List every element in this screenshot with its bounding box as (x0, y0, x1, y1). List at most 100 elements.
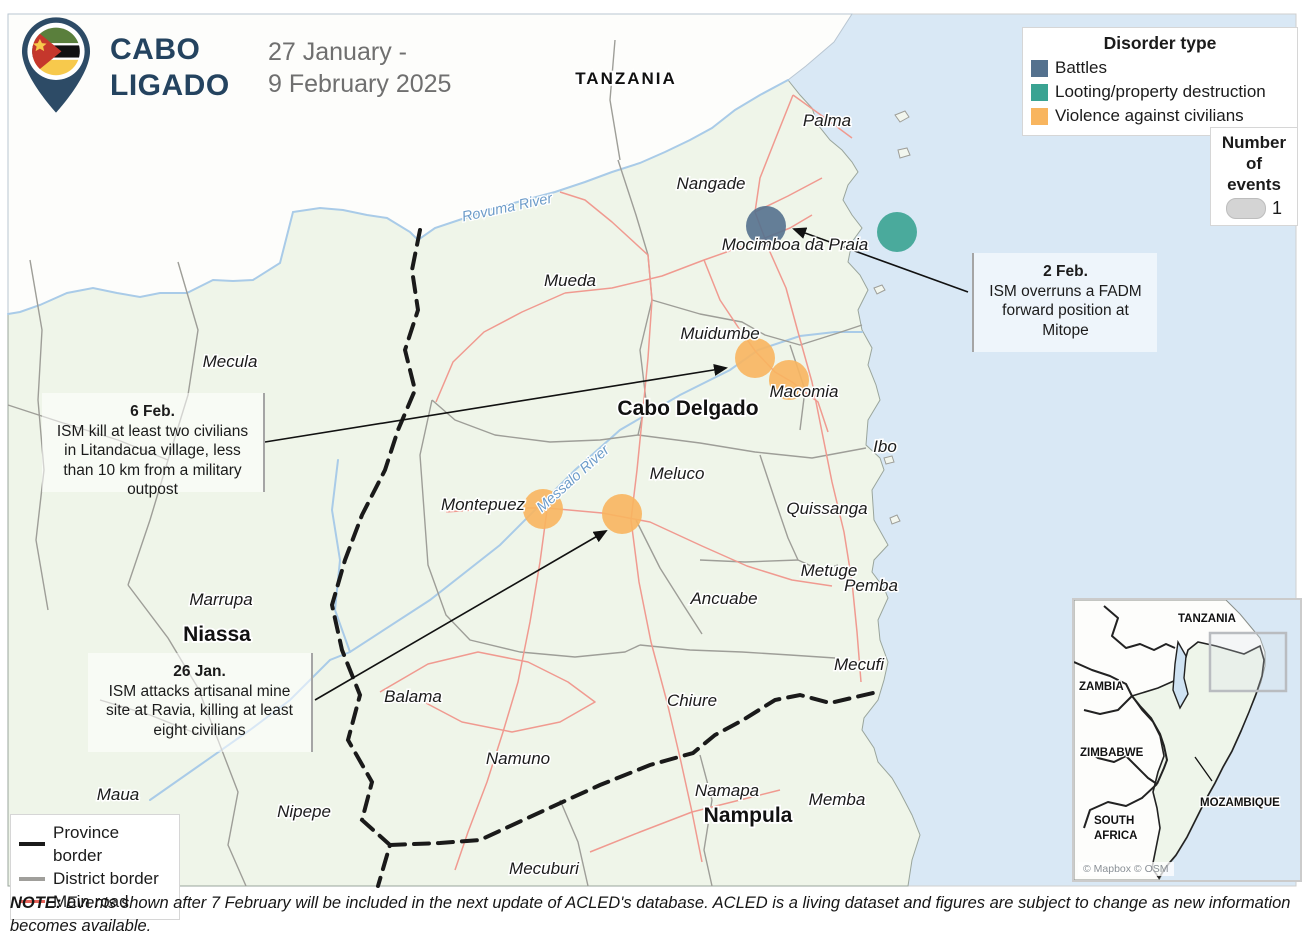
district-label-mecula: Mecula (203, 352, 258, 371)
district-border-line-swatch (19, 876, 45, 881)
district-label-muidumbe: Muidumbe (680, 324, 759, 343)
district-label-maua: Maua (97, 785, 140, 804)
inset-borders (1073, 605, 1176, 829)
main-road-line-swatch (19, 900, 45, 903)
province-label-niassa: Niassa (183, 623, 251, 646)
legend-item-province-border: Province border (19, 821, 171, 867)
inset-highlight-region (1208, 631, 1288, 693)
inset-map-svg: TANZANIA ZAMBIA ZIMBABWE SOUTH AFRICA MOZAMBI… (1073, 599, 1288, 881)
annotation-text: ISM kill at least two civilians in Litan… (56, 422, 249, 499)
legend-item-battles[interactable]: Battles (1031, 56, 1289, 80)
district-label-nangade: Nangade (676, 174, 745, 193)
inset-label-south: SOUTH (1094, 815, 1134, 827)
header: CABO LIGADO (14, 16, 230, 114)
province-label-cabo-delgado: Cabo Delgado (617, 397, 758, 420)
district-label-mecuburi: Mecuburi (509, 859, 580, 878)
inset-mozambique-pointer (1194, 756, 1213, 782)
note-prefix: NOTE: (10, 894, 62, 912)
battles-color-swatch (1031, 59, 1048, 77)
legend-item-label: District border (53, 869, 159, 888)
country-label-tanzania: TANZANIA (575, 69, 677, 88)
looting-property-destruction-color-swatch (1031, 83, 1048, 101)
event-marker-violence[interactable] (735, 338, 775, 378)
disorder-legend-title: Disorder type (1103, 33, 1217, 53)
district-label-palma: Palma (803, 111, 851, 130)
district-label-metuge: Metuge (801, 561, 858, 580)
district-label-meluco: Meluco (650, 464, 705, 483)
logo-line1: CABO (110, 33, 201, 66)
legend-item-label: Violence against civilians (1055, 106, 1244, 125)
disorder-type-legend: Disorder type Battles Looting/property de… (1022, 27, 1298, 136)
annotation-text: ISM overruns a FADM forward position at … (989, 282, 1142, 339)
district-label-mocimboa-da-praia: Mocimboa da Praia (722, 235, 868, 254)
annotation-date: 6 Feb. (130, 403, 175, 420)
event-marker-battles[interactable] (746, 206, 786, 246)
events-size-value: 1 (1271, 198, 1282, 218)
district-label-nipepe: Nipepe (277, 802, 331, 821)
district-label-marrupa: Marrupa (189, 590, 252, 609)
inset-lake-malawi (1172, 639, 1189, 710)
events-title-line1: Number (1221, 133, 1287, 152)
district-label-quissanga: Quissanga (786, 499, 867, 518)
district-label-macomia: Macomia (770, 382, 839, 401)
district-label-montepuez: Montepuez (441, 495, 526, 514)
district-label-ancuabe: Ancuabe (689, 589, 757, 608)
legend-item-district-border: District border (19, 867, 171, 890)
legend-item-label: Battles (1055, 58, 1107, 77)
inset-labels: TANZANIA ZAMBIA ZIMBABWE SOUTH AFRICA MOZAMBI… (1078, 612, 1282, 844)
logo-line2: LIGADO (110, 69, 230, 102)
district-label-pemba: Pemba (844, 576, 898, 595)
date-line2: 9 February 2025 (268, 70, 452, 98)
legend-item-looting-property-destruction[interactable]: Looting/property destruction (1031, 80, 1289, 104)
cabo-ligado-logo-icon (21, 17, 91, 113)
event-marker-looting[interactable] (877, 212, 917, 252)
logo-title: CABO LIGADO (110, 32, 230, 104)
note-text: Events shown after 7 February will be in… (10, 894, 1291, 935)
inset-label-zambia: ZAMBIA (1079, 681, 1124, 693)
footer-note: NOTE: Events shown after 7 February will… (10, 892, 1298, 938)
report-date-range: 27 January - 9 February 2025 (268, 36, 451, 100)
events-size-swatch (1225, 198, 1266, 219)
annotation-arrows (264, 227, 969, 701)
district-label-mecufi: Mecufi (834, 655, 885, 674)
province-label-nampula: Nampula (704, 804, 793, 827)
district-label-ibo: Ibo (873, 437, 897, 456)
islands (873, 110, 911, 525)
line-type-legend: Province border District border Main road (10, 814, 180, 920)
date-line1: 27 January - (268, 38, 407, 66)
annotation-mitope: 2 Feb. ISM overruns a FADM forward posit… (972, 253, 1157, 352)
legend-item-label: Looting/property destruction (1055, 82, 1266, 101)
annotation-date: 26 Jan. (173, 663, 226, 680)
legend-item-label: Province border (53, 823, 120, 865)
event-marker-violence[interactable] (602, 494, 642, 534)
district-label-memba: Memba (809, 790, 866, 809)
annotation-date: 2 Feb. (1043, 263, 1088, 280)
legend-item-violence-against-civilians[interactable]: Violence against civilians (1031, 104, 1289, 128)
violence-against-civilians-color-swatch (1031, 107, 1048, 125)
district-label-chiure: Chiure (667, 691, 717, 710)
events-title-line2: of events (1227, 154, 1281, 194)
annotation-litandacua: 6 Feb. ISM kill at least two civilians i… (42, 393, 265, 498)
events-legend-title: Number of events (1217, 132, 1291, 195)
inset-label-zimbabwe: ZIMBABWE (1080, 747, 1144, 759)
province-border-line-swatch (19, 842, 45, 846)
inset-overview-map[interactable]: TANZANIA ZAMBIA ZIMBABWE SOUTH AFRICA MOZAMBI… (1072, 598, 1302, 882)
district-label-balama: Balama (384, 687, 442, 706)
district-label-namapa: Namapa (695, 781, 759, 800)
line-legend-items: Province border District border Main road (19, 821, 171, 913)
province-borders (329, 228, 875, 888)
legend-item-label: Main road (53, 892, 129, 911)
inset-label-mozambique: MOZAMBIQUE (1200, 797, 1280, 809)
main-map[interactable]: TANZANIA Cabo Delgado Niassa Nampula Palma Na… (0, 0, 1304, 890)
district-label-namuno: Namuno (486, 749, 550, 768)
inset-label-tanzania: TANZANIA (1178, 613, 1236, 625)
map-attribution: © Mapbox © OSM (1078, 862, 1174, 876)
event-marker-violence[interactable] (769, 360, 809, 400)
disorder-legend-items: Battles Looting/property destruction Viole… (1031, 56, 1289, 128)
events-scale-row: 1 (1217, 198, 1291, 219)
district-label-mueda: Mueda (544, 271, 596, 290)
legend-item-main-road: Main road (19, 890, 171, 913)
event-marker-violence[interactable] (523, 489, 563, 529)
number-of-events-legend: Number of events 1 (1210, 127, 1298, 226)
